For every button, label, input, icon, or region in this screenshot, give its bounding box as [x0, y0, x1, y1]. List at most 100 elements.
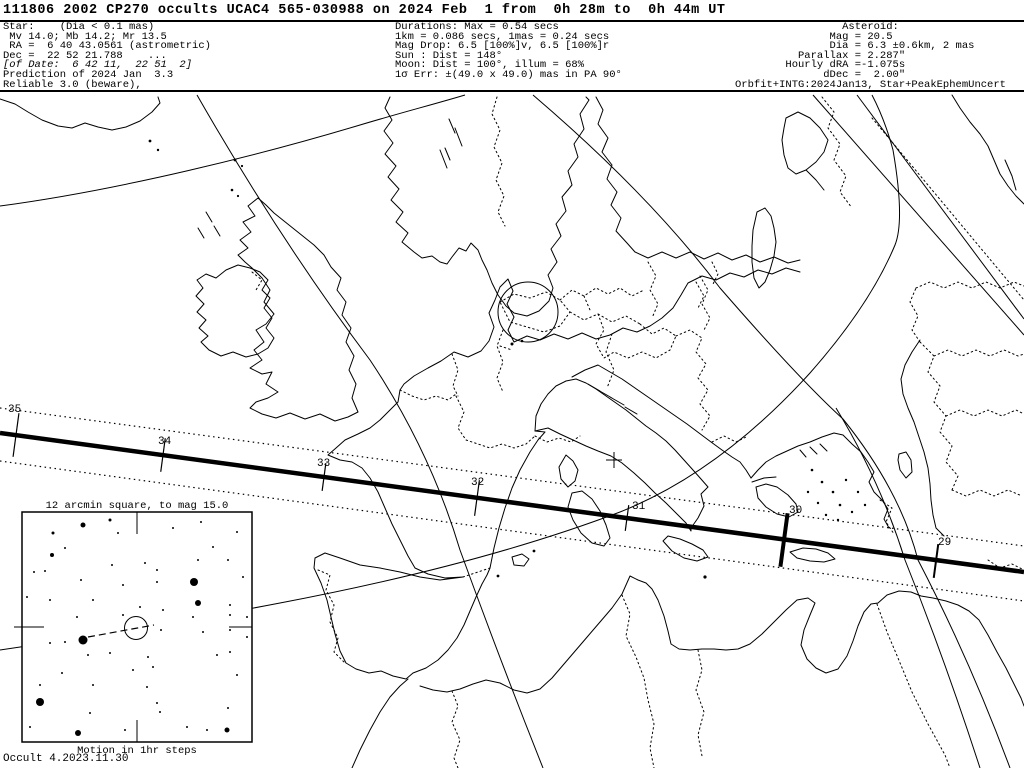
inset-stars [26, 518, 248, 736]
info-line: Durations: Max = 0.54 secs [395, 21, 559, 33]
inset-box [21, 511, 253, 743]
minute-tick [12, 413, 20, 457]
star-dot [75, 730, 81, 736]
info-line: RA = 6 40 43.0561 (astrometric) [3, 40, 211, 53]
info-line: [of Date: 6 42 11, 22 51 2] [3, 59, 193, 72]
star-dot [92, 684, 94, 686]
star-dot [89, 712, 91, 714]
star-dot [33, 571, 35, 573]
country-borders [251, 96, 1024, 768]
star-dot [111, 564, 113, 566]
star-dot [156, 702, 158, 704]
coast-sicily [662, 535, 709, 562]
star-dot [51, 531, 55, 535]
star-dot [229, 604, 231, 606]
sigma-limit-north [0, 407, 1024, 547]
island-faroe-2 [156, 148, 160, 152]
info-line: dDec = 2.00" [735, 68, 906, 81]
page-title: 111806 2002 CP270 occults UCAC4 565-0309… [3, 3, 726, 18]
star-dot [227, 707, 229, 709]
star-dot [108, 518, 112, 522]
limit-line-central [532, 94, 1011, 768]
coast-scandinavia [383, 96, 590, 317]
star-dot [87, 654, 89, 656]
star-dot [49, 599, 51, 601]
coast-adriatic-east [571, 364, 752, 479]
info-line: Hourly dRA =-1.075s [735, 59, 906, 72]
island-orkney-1 [230, 188, 234, 192]
star-dot [139, 606, 141, 608]
minute-label: 29 [938, 537, 951, 549]
minute-label: 32 [471, 477, 484, 489]
star-dot [64, 641, 66, 643]
star-dot [160, 629, 162, 631]
minute-tick [932, 544, 940, 578]
minute-tick [160, 438, 166, 472]
terminator-line-1 [812, 94, 1024, 336]
island-ibiza [496, 574, 500, 578]
title-divider [0, 20, 1024, 22]
path-centerline [0, 430, 1024, 575]
minute-label: 31 [632, 501, 646, 513]
coast-balearics [511, 553, 530, 567]
star-dot [200, 521, 202, 523]
star-dot [212, 546, 214, 548]
info-line: Sun : Dist = 148° [395, 49, 503, 62]
software-version: Occult 4.2023.11.30 [3, 753, 128, 765]
info-line: Dia = 6.3 ±0.6km, 2 mas [735, 40, 975, 53]
star-dot [36, 698, 44, 706]
star-dot [206, 729, 208, 731]
star-dot [152, 666, 154, 668]
info-line: Orbfit+INTG:2024Jan13, Star+PeakEphemUnc… [735, 78, 1006, 91]
coast-north-africa [419, 575, 1024, 707]
island-faroe-1 [148, 139, 152, 143]
inset-caption: Motion in 1hr steps [77, 745, 197, 757]
coast-sardinia [567, 490, 611, 547]
target-star-circle [124, 616, 148, 640]
minute-label: 34 [158, 436, 172, 448]
info-line: 1km = 0.086 secs, 1mas = 0.24 secs [395, 30, 610, 43]
occultation-path: 35 34 33 32 31 30 29 [0, 281, 1024, 602]
coast-ireland [195, 264, 275, 358]
coast-black-sea [900, 339, 945, 537]
star-dot [122, 614, 124, 616]
minute-tick [321, 463, 327, 491]
aegean-islands [806, 468, 867, 522]
moon-position-circle [497, 281, 559, 343]
minute-label: 33 [317, 458, 330, 470]
terminator-dotted [871, 117, 1024, 301]
star-dot [76, 616, 78, 618]
star-dot [192, 616, 194, 618]
star-dot [202, 631, 204, 633]
star-dot [50, 553, 54, 557]
star-dot [124, 729, 126, 731]
coast-marmara [897, 451, 913, 479]
info-line: Mag = 20.5 [735, 30, 893, 43]
sigma-limit-south [0, 460, 1024, 602]
info-line: Parallax = 2.287" [735, 49, 906, 62]
star-dot [44, 570, 46, 572]
coast-corsica [558, 454, 579, 488]
coast-greece-north [750, 432, 890, 529]
starfield-inset: 12 arcmin square, to mag 15.0 Motion in … [14, 500, 253, 757]
island-shetland-1 [233, 158, 237, 162]
coast-croatian-islands [587, 383, 638, 415]
star-dot [197, 559, 199, 561]
star-dot [227, 559, 229, 561]
minute-tick [778, 512, 790, 568]
star-dot [117, 532, 119, 534]
site-cross [606, 452, 622, 468]
terminator-line-2 [856, 94, 1024, 320]
limit-line-balkan [835, 407, 981, 768]
star-dot [190, 578, 198, 586]
star-dot [246, 616, 248, 618]
info-line: Reliable 3.0 (beware), [3, 78, 142, 91]
coast-gotland [751, 207, 777, 289]
star-dot [39, 684, 41, 686]
star-dot [224, 727, 230, 733]
star-dot [236, 674, 238, 676]
inset-title: 12 arcmin square, to mag 15.0 [46, 500, 229, 512]
info-line: Moon: Dist = 100°, illum = 68% [395, 59, 585, 72]
